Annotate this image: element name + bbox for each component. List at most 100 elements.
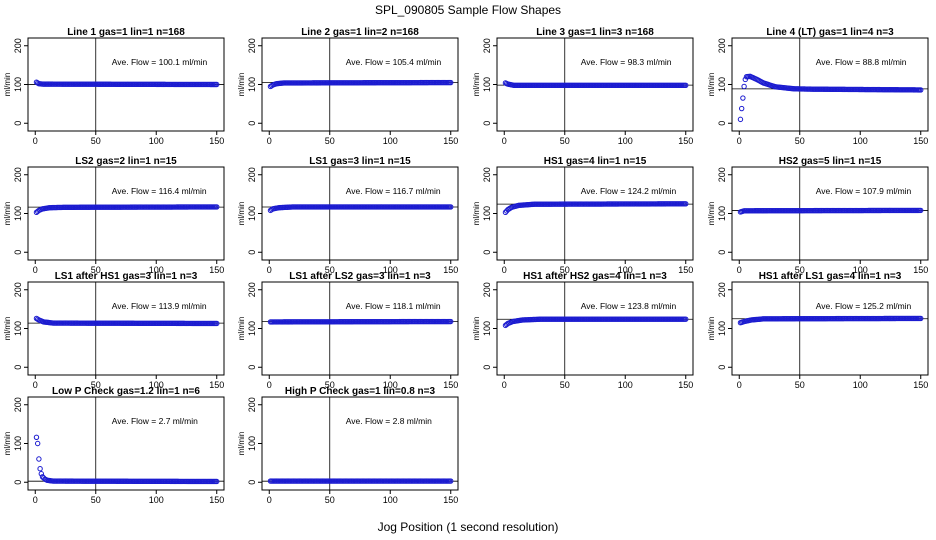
- y-axis-label: ml/min: [707, 202, 716, 226]
- y-axis-label: ml/min: [237, 317, 246, 341]
- y-tick-label: 100: [717, 77, 727, 92]
- figure-title: SPL_090805 Sample Flow Shapes: [375, 3, 561, 17]
- flow-point: [741, 83, 747, 90]
- panel-title: Line 3 gas=1 lin=3 n=168: [536, 27, 654, 38]
- flow-series: [33, 204, 220, 216]
- x-tick-label: 150: [209, 136, 224, 146]
- panel-title: HS1 after HS2 gas=4 lin=1 n=3: [523, 271, 667, 282]
- y-tick-label: 0: [717, 250, 727, 255]
- flow-series: [33, 79, 220, 88]
- y-tick-label: 0: [247, 480, 257, 485]
- panel-title: Line 1 gas=1 lin=1 n=168: [67, 27, 185, 38]
- x-tick-label: 0: [737, 265, 742, 275]
- plot-frame: [27, 166, 225, 261]
- average-flow-annotation: Ave. Flow = 2.7 ml/min: [112, 416, 198, 426]
- x-tick-label: 50: [325, 265, 335, 275]
- flow-point: [38, 471, 45, 477]
- average-flow-annotation: Ave. Flow = 116.7 ml/min: [346, 186, 441, 196]
- y-tick-label: 0: [247, 121, 257, 126]
- y-tick-label: 100: [13, 321, 23, 336]
- y-tick-label: 200: [482, 167, 492, 182]
- average-flow-annotation: Ave. Flow = 116.4 ml/min: [112, 186, 207, 196]
- y-tick-label: 0: [13, 365, 23, 370]
- y-tick-label: 200: [717, 282, 727, 297]
- y-tick-label: 200: [247, 167, 257, 182]
- y-tick-label: 200: [247, 282, 257, 297]
- flow-point: [738, 105, 745, 112]
- flow-series: [737, 207, 924, 215]
- panel-11: HS1 after HS2 gas=4 lin=1 n=3 0 50 100 150 0 1…: [472, 271, 694, 390]
- y-tick-label: 100: [247, 77, 257, 92]
- x-tick-label: 150: [913, 380, 928, 390]
- panel-6: LS1 gas=3 lin=1 n=15 0 50 100 150 0 100 200 ml/m…: [237, 156, 459, 275]
- y-tick-label: 100: [482, 206, 492, 221]
- average-flow-annotation: Ave. Flow = 98.3 ml/min: [581, 57, 672, 67]
- x-tick-label: 50: [795, 380, 805, 390]
- figure-xlabel: Jog Position (1 second resolution): [378, 520, 559, 534]
- y-tick-label: 100: [482, 321, 492, 336]
- x-tick-label: 150: [443, 380, 458, 390]
- flow-point: [740, 95, 746, 101]
- flow-series: [267, 204, 454, 214]
- panel-title: HS1 after LS1 gas=4 lin=1 n=3: [759, 271, 902, 282]
- y-tick-label: 200: [482, 38, 492, 53]
- average-flow-annotation: Ave. Flow = 107.9 ml/min: [816, 186, 912, 196]
- x-tick-label: 100: [383, 380, 398, 390]
- x-tick-label: 50: [560, 380, 570, 390]
- y-tick-label: 100: [13, 206, 23, 221]
- x-tick-label: 150: [913, 265, 928, 275]
- flow-series: [502, 316, 689, 329]
- x-tick-label: 0: [33, 495, 38, 505]
- x-tick-label: 100: [383, 136, 398, 146]
- flow-point: [683, 201, 689, 207]
- panel-12: HS1 after LS1 gas=4 lin=1 n=3 0 50 100 150 0 1…: [707, 271, 929, 390]
- y-axis-label: ml/min: [472, 317, 481, 341]
- y-axis-label: ml/min: [3, 202, 12, 226]
- x-tick-label: 150: [209, 495, 224, 505]
- panel-title: LS2 gas=2 lin=1 n=15: [75, 156, 177, 167]
- y-tick-label: 200: [717, 167, 727, 182]
- panel-14: High P Check gas=1 lin=0.8 n=3 0 50 100 150 0…: [237, 386, 459, 505]
- y-tick-label: 200: [717, 38, 727, 53]
- flow-point: [918, 207, 924, 214]
- y-tick-label: 0: [482, 121, 492, 126]
- flow-series: [502, 201, 689, 216]
- y-axis-label: ml/min: [237, 73, 246, 97]
- plot-frame: [261, 396, 459, 491]
- panel-8: HS2 gas=5 lin=1 n=15 0 50 100 150 0 100 200 ml/m…: [707, 156, 929, 275]
- y-tick-label: 0: [13, 250, 23, 255]
- flow-point: [214, 320, 220, 327]
- flow-point: [448, 478, 454, 484]
- panel-2: Line 2 gas=1 lin=2 n=168 0 50 100 150 0 100 200…: [237, 27, 459, 146]
- flow-series: [267, 79, 454, 90]
- x-tick-label: 100: [149, 380, 164, 390]
- x-tick-label: 50: [325, 495, 335, 505]
- panel-title: LS1 after HS1 gas=3 lin=1 n=3: [55, 271, 198, 282]
- x-tick-label: 100: [618, 136, 633, 146]
- x-tick-label: 100: [618, 380, 633, 390]
- x-tick-label: 150: [443, 495, 458, 505]
- y-axis-label: ml/min: [237, 202, 246, 226]
- average-flow-annotation: Ave. Flow = 124.2 ml/min: [581, 186, 677, 196]
- x-tick-label: 150: [678, 265, 693, 275]
- panel-4: Line 4 (LT) gas=1 lin=4 n=3 0 50 100 150 0 100…: [707, 27, 929, 146]
- y-tick-label: 200: [247, 38, 257, 53]
- flow-point: [448, 79, 454, 86]
- flow-point: [448, 318, 454, 325]
- flow-point: [918, 315, 924, 322]
- y-tick-label: 100: [247, 206, 257, 221]
- flow-point: [683, 82, 689, 88]
- x-tick-label: 100: [383, 495, 398, 505]
- x-tick-label: 100: [383, 265, 398, 275]
- flow-series: [267, 478, 454, 484]
- plot-frame: [27, 281, 225, 376]
- y-tick-label: 100: [13, 77, 23, 92]
- panel-grid: Line 1 gas=1 lin=1 n=168 0 50 100 150 0 100 200…: [3, 27, 929, 505]
- y-tick-label: 0: [247, 365, 257, 370]
- x-tick-label: 100: [853, 265, 868, 275]
- flow-point: [34, 440, 41, 447]
- x-tick-label: 0: [267, 380, 272, 390]
- panel-title: HS1 gas=4 lin=1 n=15: [544, 156, 647, 167]
- flow-point: [737, 116, 744, 123]
- x-tick-label: 100: [149, 265, 164, 275]
